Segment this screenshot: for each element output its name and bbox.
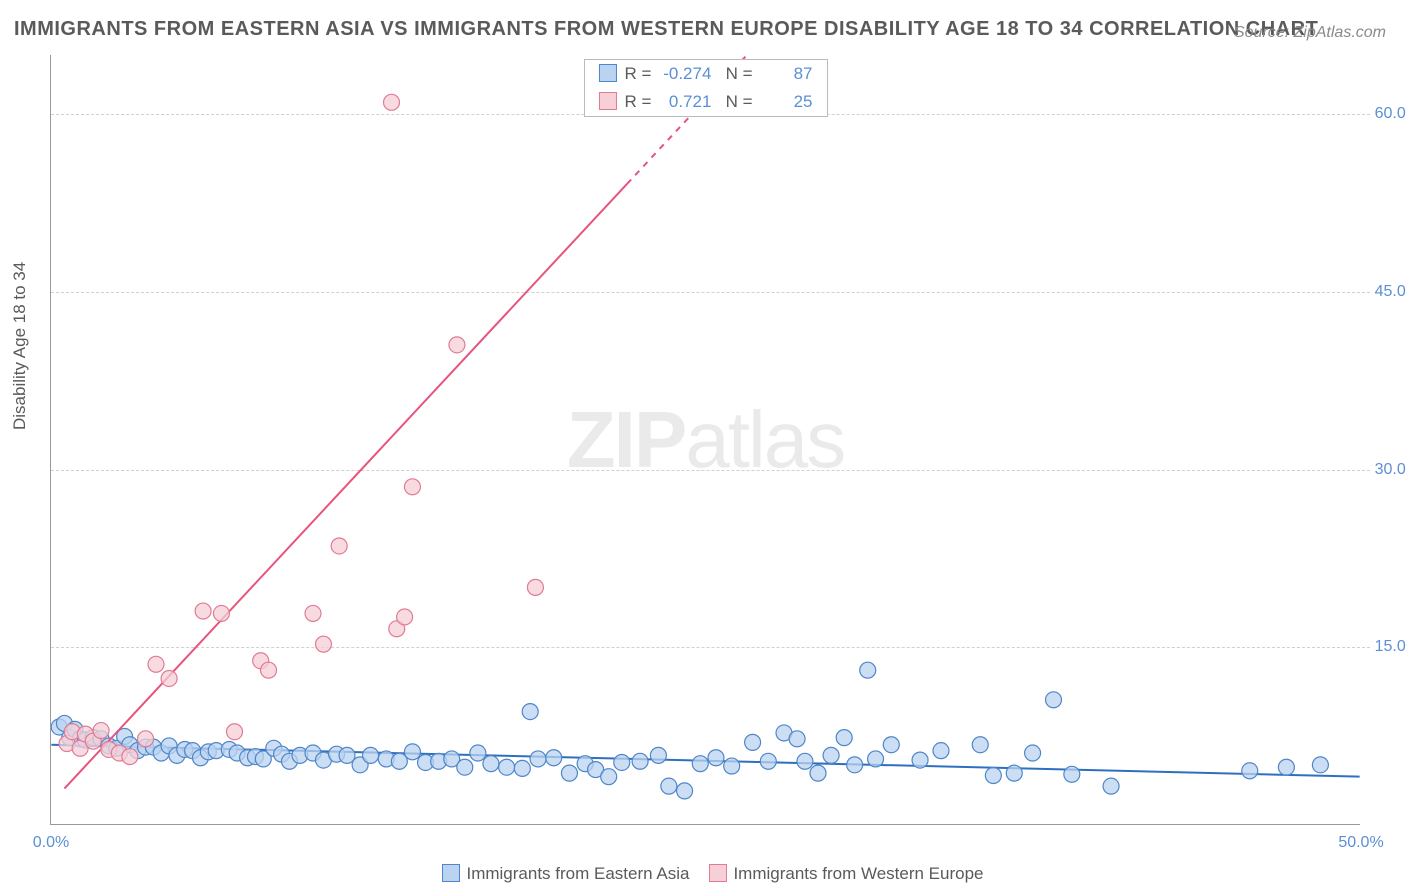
legend-swatch (709, 864, 727, 882)
y-tick-label: 60.0% (1370, 105, 1406, 123)
y-tick-label: 30.0% (1370, 461, 1406, 479)
legend-stat-row: R = -0.274 N = 87 (584, 60, 826, 88)
legend-label: Immigrants from Eastern Asia (466, 864, 689, 883)
legend-stat-row: R = 0.721 N = 25 (584, 88, 826, 116)
series-legend: Immigrants from Eastern Asia Immigrants f… (0, 864, 1406, 884)
correlation-legend: R = -0.274 N = 87R = 0.721 N = 25 (583, 59, 827, 117)
chart-title: IMMIGRANTS FROM EASTERN ASIA VS IMMIGRAN… (14, 18, 1318, 41)
legend-swatch (598, 92, 616, 110)
source-label: Source: ZipAtlas.com (1234, 24, 1386, 42)
x-tick-label: 0.0% (33, 834, 69, 852)
legend-swatch (442, 864, 460, 882)
legend-label: Immigrants from Western Europe (733, 864, 983, 883)
y-tick-label: 15.0% (1370, 638, 1406, 656)
y-tick-label: 45.0% (1370, 283, 1406, 301)
x-tick-label: 50.0% (1338, 834, 1383, 852)
legend-swatch (598, 64, 616, 82)
y-axis-label: Disability Age 18 to 34 (10, 262, 30, 430)
plot-area: ZIPatlas R = -0.274 N = 87R = 0.721 N = … (50, 55, 1360, 825)
chart-svg (51, 55, 1360, 824)
